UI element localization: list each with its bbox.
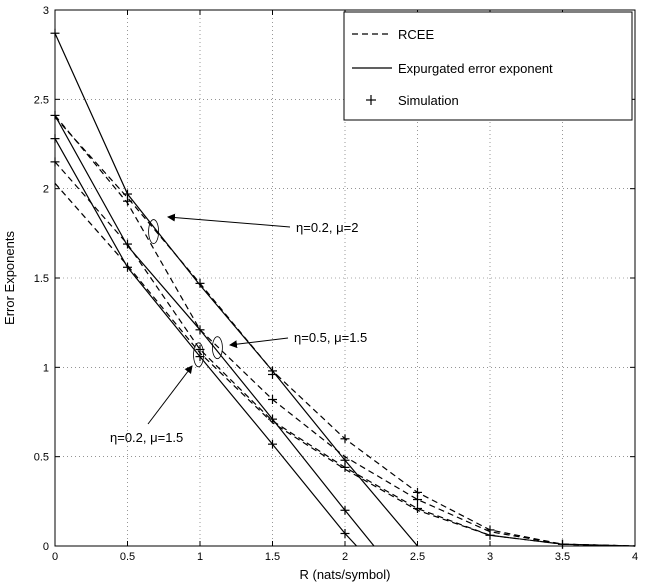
annotation-label: η=0.2, μ=2 (296, 220, 358, 235)
x-tick-label: 2.5 (410, 551, 425, 563)
simulation-marker (195, 325, 205, 335)
y-tick-label: 0.5 (34, 452, 49, 464)
simulation-marker (268, 394, 277, 404)
x-tick-label: 3.5 (555, 551, 570, 563)
legend-simulation-marker (366, 95, 376, 105)
simulation-marker (558, 539, 567, 549)
annotation-arrow (167, 213, 291, 228)
x-tick-label: 0 (52, 551, 58, 563)
simulation-marker (195, 352, 205, 362)
legend-rcee-label: RCEE (398, 27, 434, 42)
simulation-marker (340, 505, 350, 515)
x-tick-label: 0.5 (120, 551, 135, 563)
simulation-marker (123, 196, 132, 206)
simulation-marker (485, 530, 495, 540)
simulation-marker (268, 414, 277, 424)
simulation-marker (340, 528, 350, 538)
y-axis-label: Error Exponents (2, 231, 17, 325)
y-tick-label: 1 (43, 362, 49, 374)
annotation-ellipse (193, 342, 204, 368)
annotation-ellipse (211, 336, 223, 360)
expurgated-line (54, 138, 358, 547)
simulation-marker (50, 28, 60, 38)
x-tick-label: 3 (487, 551, 493, 563)
legend-simulation-label: Simulation (398, 93, 459, 108)
annotation-arrow (229, 337, 289, 349)
legend-expurgated-label: Expurgated error exponent (398, 61, 553, 76)
annotation-arrow (147, 365, 193, 425)
legend: RCEE Expurgated error exponent Simulatio… (343, 11, 633, 121)
grid (55, 10, 635, 546)
axis-ticks: 0 0.5 1 1.5 2 2.5 3 3.5 4 0 0.5 1 1.5 2 2.5 3 (34, 5, 638, 563)
annotation-ellipse (148, 219, 160, 244)
x-tick-label: 1 (197, 551, 203, 563)
annotation-label: η=0.5, μ=1.5 (294, 330, 367, 345)
simulation-marker (50, 134, 60, 144)
simulation-marker (268, 439, 277, 449)
y-tick-label: 1.5 (34, 273, 49, 285)
expurgated-line (54, 115, 375, 547)
simulation-marker (195, 278, 205, 288)
annotations: η=0.2, μ=2 η=0.5, μ=1.5 η=0.2, μ=1.5 (110, 213, 367, 445)
simulation-markers (50, 28, 567, 549)
simulation-marker (50, 157, 60, 167)
x-tick-label: 1.5 (265, 551, 280, 563)
simulation-marker (340, 434, 350, 444)
legend-box (343, 11, 633, 121)
simulation-marker (50, 110, 60, 120)
x-axis-label: R (nats/symbol) (299, 567, 390, 582)
x-tick-label: 4 (632, 551, 638, 563)
annotation-label: η=0.2, μ=1.5 (110, 430, 183, 445)
simulation-marker (413, 495, 422, 505)
simulation-marker (123, 262, 132, 272)
simulation-marker (413, 503, 422, 513)
simulation-marker (123, 239, 132, 249)
y-tick-label: 2.5 (34, 94, 49, 106)
simulation-marker (340, 462, 350, 472)
rcee-line (54, 182, 636, 547)
y-tick-label: 0 (43, 541, 49, 553)
y-tick-label: 2 (43, 184, 49, 196)
x-tick-label: 2 (342, 551, 348, 563)
y-tick-label: 3 (43, 5, 49, 17)
expurgated-line (54, 32, 418, 547)
simulation-marker (268, 369, 277, 379)
